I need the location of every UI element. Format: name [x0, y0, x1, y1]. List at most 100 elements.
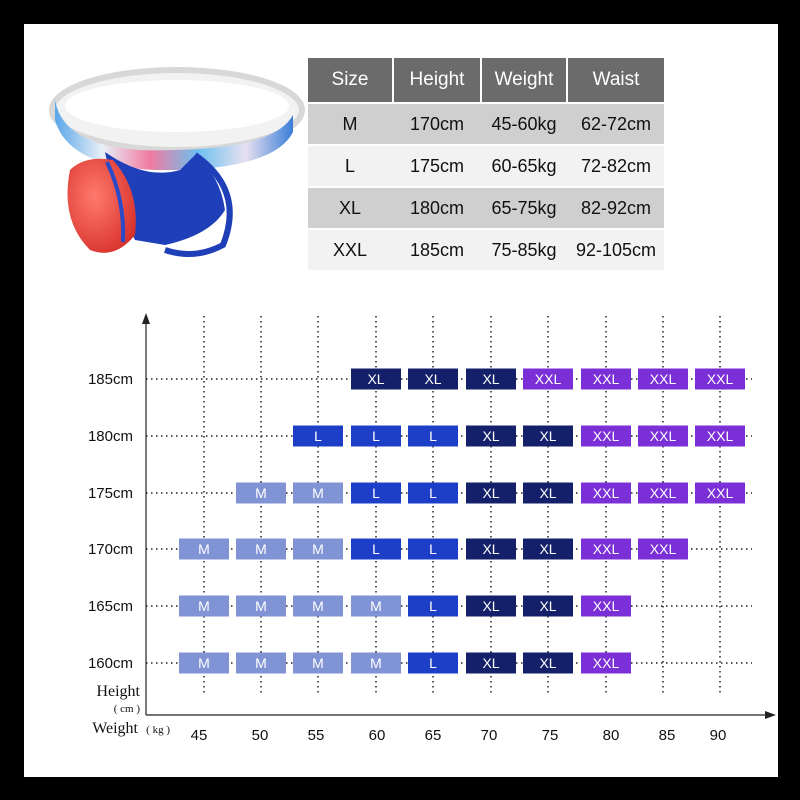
size-cell	[179, 538, 229, 560]
table-cell: 65-75kg	[491, 197, 557, 218]
height-tick-label: 165cm	[88, 598, 133, 615]
size-cell	[466, 595, 516, 617]
size-cell	[466, 652, 516, 674]
size-cell-label: L	[429, 428, 437, 444]
size-cell-label: M	[312, 598, 324, 614]
size-cell	[236, 538, 286, 560]
size-cell	[236, 595, 286, 617]
size-cell-label: XL	[424, 371, 441, 387]
weight-tick-label: 85	[659, 727, 676, 744]
height-tick-label: 185cm	[88, 371, 133, 388]
table-cell: 72-82cm	[580, 155, 652, 176]
size-cell-label: XL	[539, 485, 556, 501]
table-cell: L	[344, 155, 355, 176]
table-cell: 45-60kg	[491, 113, 557, 134]
height-tick-label: 175cm	[88, 485, 133, 502]
size-cell	[293, 595, 343, 617]
size-cell-label: XL	[482, 428, 499, 444]
weight-tick-label: 50	[252, 727, 269, 744]
size-cell-label: XXL	[650, 371, 677, 387]
size-cell-label: XXL	[650, 428, 677, 444]
size-cell	[695, 425, 745, 447]
size-cell	[236, 482, 286, 504]
table-cell: 75-85kg	[491, 239, 557, 260]
size-cell-label: XXL	[650, 541, 677, 557]
table-cell: 180cm	[409, 197, 465, 218]
x-axis-arrow	[765, 711, 776, 719]
size-cell	[638, 425, 688, 447]
size-cell	[695, 482, 745, 504]
size-cell	[236, 652, 286, 674]
size-cell	[695, 368, 745, 390]
x-axis-title: Weight	[92, 720, 138, 737]
size-cell-label: XXL	[650, 485, 677, 501]
size-cell	[351, 425, 401, 447]
table-row-bg	[308, 146, 664, 186]
size-cell	[466, 368, 516, 390]
size-cell-label: XXL	[593, 428, 620, 444]
weight-tick-label: 45	[191, 727, 208, 744]
weight-tick-label: 70	[481, 727, 498, 744]
size-cell-label: XXL	[707, 485, 734, 501]
size-cell-label: M	[198, 655, 210, 671]
size-cell-label: L	[372, 541, 380, 557]
size-cell-label: XL	[482, 485, 499, 501]
table-cell: XL	[338, 197, 362, 218]
size-cell	[351, 652, 401, 674]
weight-tick-label: 90	[710, 727, 727, 744]
header-weight: Weight	[482, 58, 566, 102]
size-cell-label: M	[312, 541, 324, 557]
size-cell-label: XXL	[593, 485, 620, 501]
size-cell-label: L	[429, 541, 437, 557]
size-cell	[351, 368, 401, 390]
size-cell-label: XXL	[593, 541, 620, 557]
size-cell	[408, 538, 458, 560]
size-cell	[408, 482, 458, 504]
size-cell	[351, 595, 401, 617]
weight-tick-label: 55	[308, 727, 325, 744]
table-cell: 92-105cm	[575, 239, 657, 260]
size-cell	[581, 482, 631, 504]
size-cell	[179, 595, 229, 617]
table-row-bg	[308, 230, 664, 270]
size-cell	[293, 482, 343, 504]
size-cell-label: M	[312, 655, 324, 671]
size-table: Size Height Weight Waist M 170cm 45-60kg…	[308, 58, 664, 272]
weight-tick-label: 65	[425, 727, 442, 744]
size-cell	[523, 425, 573, 447]
table-cell: 60-65kg	[491, 155, 557, 176]
size-cell-label: XL	[482, 655, 499, 671]
size-cell	[523, 368, 573, 390]
size-cell	[179, 652, 229, 674]
size-cell	[408, 425, 458, 447]
weight-tick-label: 60	[369, 727, 386, 744]
size-cell-label: XXL	[535, 371, 562, 387]
y-axis-title: Height	[96, 683, 140, 700]
size-cell	[638, 368, 688, 390]
size-cell-label: XL	[539, 655, 556, 671]
size-cell	[293, 425, 343, 447]
size-cell	[466, 425, 516, 447]
size-cell-label: M	[370, 655, 382, 671]
weight-tick-label: 80	[603, 727, 620, 744]
table-cell: M	[342, 113, 358, 134]
size-cell-label: L	[372, 485, 380, 501]
size-cell	[408, 368, 458, 390]
size-cell-label: M	[198, 541, 210, 557]
size-cell	[408, 652, 458, 674]
height-tick-label: 160cm	[88, 655, 133, 672]
height-tick-label: 180cm	[88, 428, 133, 445]
size-cell	[523, 482, 573, 504]
header-waist: Waist	[568, 58, 664, 102]
table-cell: XXL	[332, 239, 368, 260]
size-cell	[466, 538, 516, 560]
size-cell-label: L	[429, 655, 437, 671]
size-cell-label: M	[255, 485, 267, 501]
size-cell	[408, 595, 458, 617]
size-cell	[581, 368, 631, 390]
header-height: Height	[394, 58, 480, 102]
size-cell-label: M	[255, 655, 267, 671]
table-row-bg	[308, 104, 664, 144]
size-cell-label: M	[312, 485, 324, 501]
size-cell-label: XXL	[593, 598, 620, 614]
